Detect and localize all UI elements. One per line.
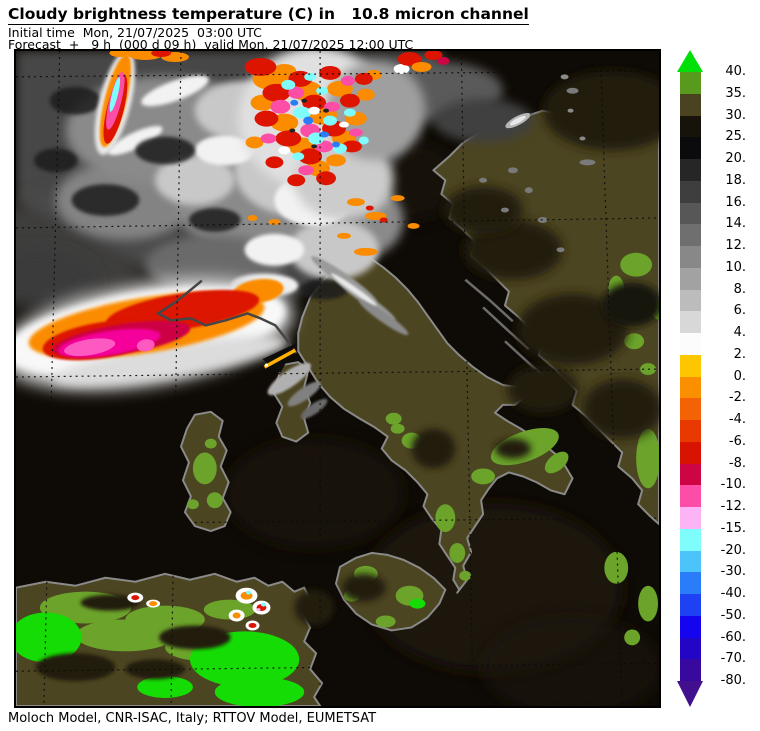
legend-label: -4. [728,412,746,427]
legend-swatch [680,289,701,312]
legend-label: -10. [720,477,746,493]
legend-swatch [680,485,701,507]
colorbar-labels: 40. 35. 30. 25. 20. 18. 16. 14. 12. 10. 8. 6. 4. 2. 0.… [698,0,748,731]
legend-swatch [680,572,701,594]
legend-swatch [680,333,701,355]
legend-swatch [680,72,701,94]
legend-swatch [680,420,701,442]
legend-label: -70. [720,651,746,667]
legend-swatch [680,224,701,246]
graticule-grid [16,51,659,706]
tuscany-beak-feature [262,343,297,374]
legend-label: 10. [725,259,746,275]
legend-swatch [680,398,701,420]
legend-swatch [680,267,701,290]
legend-swatch [680,441,701,464]
legend-swatch [680,115,701,138]
land-mottling [35,70,659,682]
legend-swatch [680,550,701,573]
ligurian-coastline [155,279,298,354]
legend-swatch [680,311,701,333]
legend-swatch [680,376,701,399]
legend-swatch [680,659,701,681]
legend-label: 25. [725,129,746,145]
legend-swatch [680,594,701,616]
top-edge-cells [109,51,450,74]
legend-label: 4. [733,325,746,340]
map-canvas [14,49,661,708]
legend-label: -8. [728,455,746,471]
sea-shading [224,140,659,706]
alpine-orange-cells [247,195,420,256]
legend-label: -60. [720,629,746,645]
convection-streak-northwest [94,51,136,155]
legend-label: -50. [720,607,746,623]
legend-label: -6. [728,433,746,449]
legend-label: 20. [725,151,746,166]
colorbar-over-range-arrow [677,50,703,72]
legend-label: 8. [733,281,746,297]
convection-cluster-north [238,51,426,220]
ligurian-plume [16,278,294,391]
legend-swatch [680,180,701,203]
legend-label: -30. [720,564,746,580]
legend-label: -2. [728,390,746,406]
legend-label: 40. [725,64,746,79]
legend-label: -12. [720,499,746,514]
legend-label: -20. [720,542,746,558]
legend-label: 6. [733,303,746,319]
colorbar-swatches [680,72,701,681]
adriatic-cloud-wisps [479,74,596,253]
legend-label: 18. [725,172,746,188]
legend-swatch [680,202,701,225]
legend-swatch [680,159,701,181]
legend-label: 12. [725,238,746,253]
convection-cells-tunisia [127,587,271,631]
legend-label: 35. [725,85,746,101]
page-title: Cloudy brightness temperature (C) in 10.… [8,5,529,25]
legend-label: 14. [725,216,746,232]
model-credit-label: Moloch Model, CNR-ISAC, Italy; RTTOV Mod… [8,711,377,726]
colorbar-under-range-arrow [677,681,703,707]
legend-swatch [680,354,701,377]
legend-swatch [680,246,701,268]
legend-swatch [680,137,701,159]
legend-swatch [680,615,701,638]
legend-swatch [680,637,701,660]
legend-label: 0. [733,368,746,384]
initial-time-label: Initial time Mon, 21/07/2025 03:00 UTC [8,25,262,40]
corsica-cloud-streaks [267,362,328,419]
legend-label: 30. [725,107,746,123]
legend-label: -40. [720,586,746,601]
legend-label: 2. [733,346,746,362]
legend-label: 16. [725,194,746,210]
forecast-valid-label: Forecast + 9 h (000 d 09 h) valid Mon, 2… [8,37,414,52]
land-italy [297,250,574,594]
apennine-cloud-streaks [311,256,409,335]
legend-label: -80. [720,673,746,688]
legend-swatch [680,463,701,486]
legend-swatch [680,93,701,116]
legend-label: -15. [720,520,746,536]
legend-swatch [680,528,701,551]
legend-swatch [680,507,701,529]
